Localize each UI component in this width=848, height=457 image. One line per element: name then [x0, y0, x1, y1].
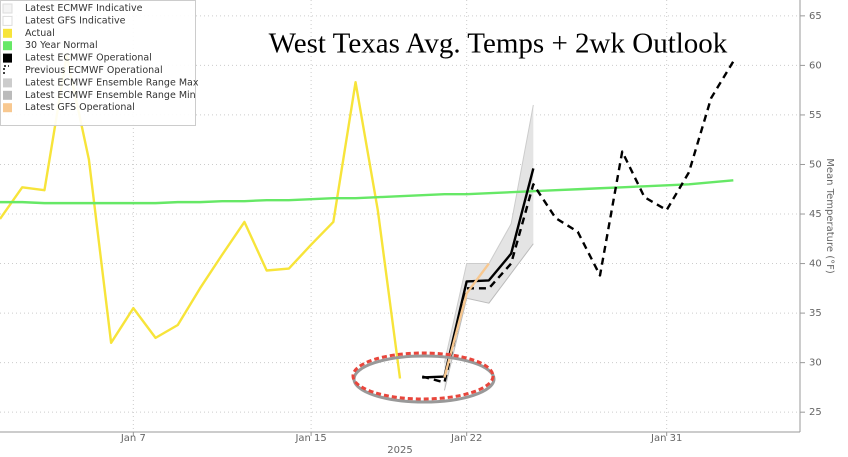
y-tick-label: 35 [809, 308, 822, 319]
legend-label: 30 Year Normal [25, 40, 98, 51]
y-tick-label: 60 [809, 60, 822, 71]
legend-label: Latest GFS Operational [25, 102, 135, 113]
legend-swatch [3, 90, 12, 100]
y-tick-label: 50 [809, 159, 822, 170]
legend-swatch [3, 53, 12, 63]
series-line [443, 243, 534, 391]
y-tick-label: 25 [809, 407, 822, 418]
legend-swatch [3, 28, 12, 38]
x-tick-label: Jan 15 [294, 433, 326, 444]
legend-swatch [3, 65, 9, 74]
series-line [0, 179, 734, 205]
legend-swatch [3, 41, 12, 51]
x-tick-label: Jan 22 [450, 433, 482, 444]
y-tick-label: 30 [809, 358, 822, 369]
y-tick-label: 40 [809, 259, 822, 270]
legend-label: Latest ECMWF Indicative [25, 3, 143, 14]
legend-swatch [2, 15, 13, 26]
legend-label: Latest GFS Indicative [25, 15, 126, 26]
legend-label: Latest ECMWF Ensemble Range Min [25, 90, 196, 101]
series-line [422, 168, 535, 379]
x-axis-label: 2025 [387, 445, 412, 456]
y-tick-label: 55 [809, 110, 822, 121]
series-line [443, 262, 490, 378]
y-tick-label: 65 [809, 11, 822, 22]
x-tick-label: Jan 7 [120, 433, 146, 444]
legend-swatch [2, 3, 13, 14]
legend-swatch [3, 78, 12, 88]
y-axis-label: Mean Temperature (°F) [824, 158, 835, 274]
legend-label: Latest ECMWF Ensemble Range Max [25, 77, 199, 88]
y-tick-label: 45 [809, 209, 822, 220]
legend-box [0, 0, 196, 126]
annotation-ellipse [351, 351, 495, 401]
series-line [421, 60, 735, 384]
legend-swatch [3, 103, 12, 113]
legend-label: Actual [25, 28, 55, 39]
ensemble-band [444, 105, 534, 391]
legend-label: Latest ECMWF Operational [25, 53, 152, 64]
chart-title: West Texas Avg. Temps + 2wk Outlook [269, 28, 728, 60]
legend-label: Previous ECMWF Operational [25, 65, 163, 76]
plot-area [0, 0, 800, 432]
x-tick-label: Jan 31 [650, 433, 682, 444]
